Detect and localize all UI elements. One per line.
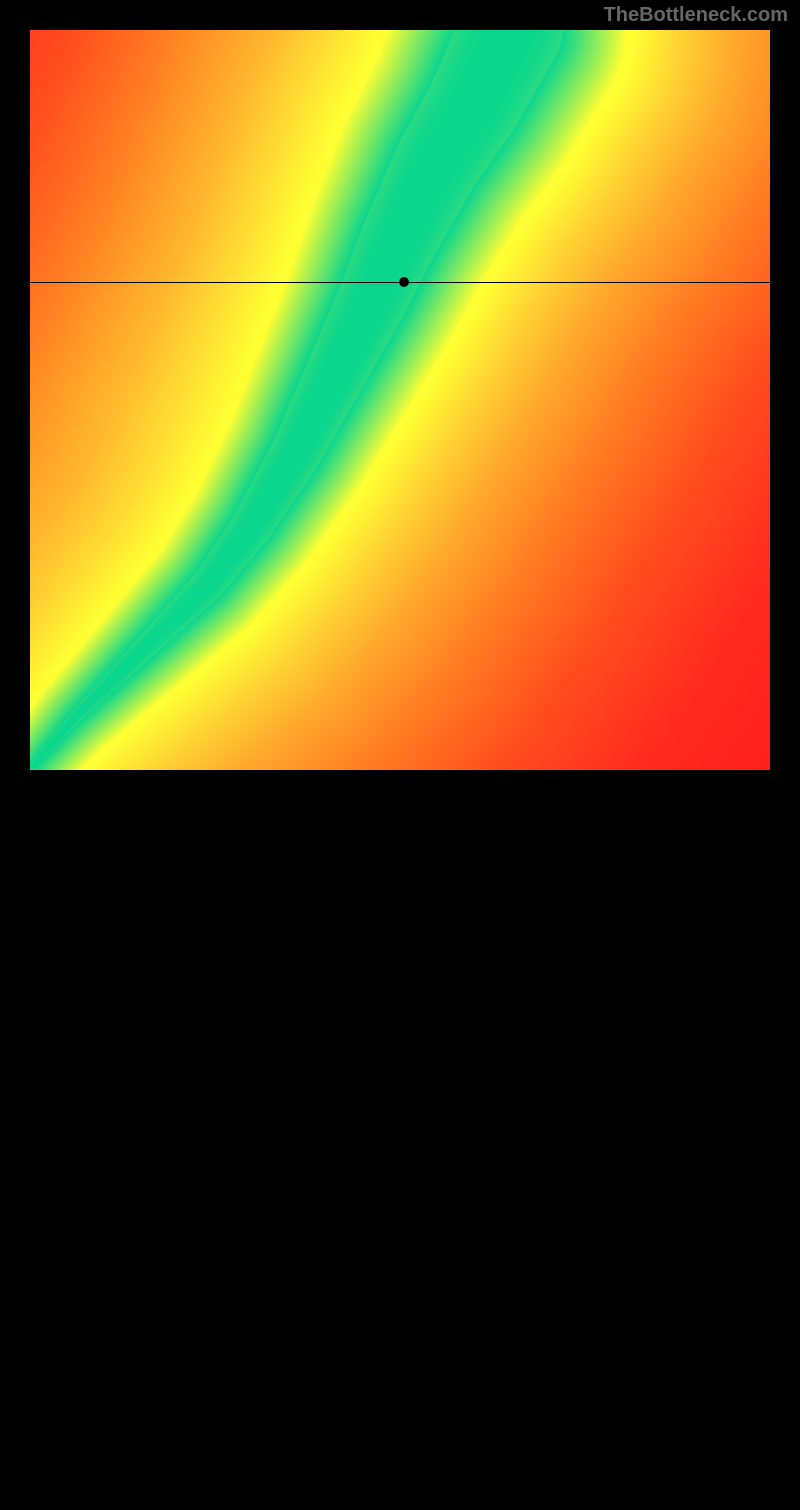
watermark-text: TheBottleneck.com	[604, 4, 788, 27]
crosshair-vertical	[404, 770, 405, 1510]
heatmap-canvas	[30, 30, 770, 770]
marker-point	[399, 277, 409, 287]
heatmap-plot	[30, 30, 770, 770]
